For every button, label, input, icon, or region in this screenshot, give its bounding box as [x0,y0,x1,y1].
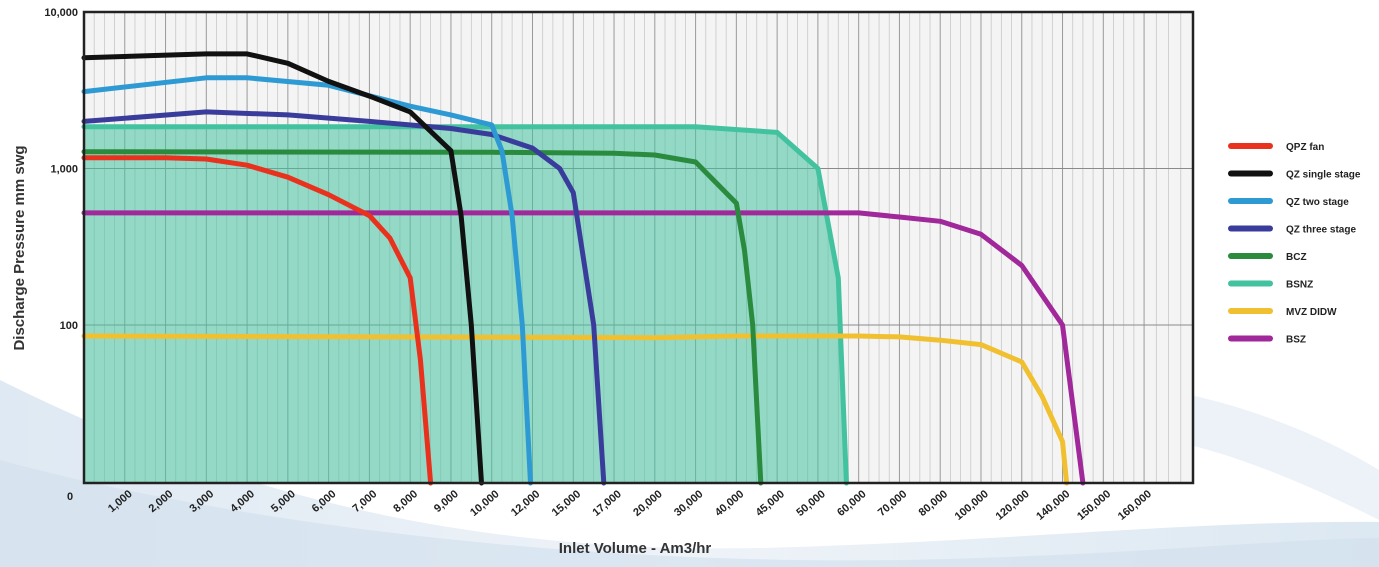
x-tick-label: 7,000 [351,488,380,515]
y-tick-label: 1,000 [50,164,78,176]
plot-frame [82,10,1195,485]
x-tick-label: 120,000 [994,488,1032,523]
x-tick-label: 5,000 [269,488,298,515]
x-tick-label: 6,000 [310,488,339,515]
series-line-bsz [81,210,1086,486]
x-tick-label: 60,000 [835,488,868,519]
legend-label: QPZ fan [1286,142,1324,153]
x-axis-title: Inlet Volume - Am3/hr [559,540,712,557]
y-axis-title: Discharge Pressure mm swg [11,145,28,350]
x-tick-label: 100,000 [953,488,991,523]
legend-label: QZ single stage [1286,170,1361,181]
series-layer [81,51,1086,486]
series-line-qz-single-stage [81,51,484,486]
series-line-mvz-didw [81,333,1070,486]
y-tick-label: 10,000 [44,7,78,19]
legend: QPZ fan QZ single stage QZ two stage QZ thr… [1228,142,1361,346]
x-tick-label: 3,000 [187,488,216,515]
x-tick-label: 2,000 [147,488,176,515]
x-tick-label: 140,000 [1034,488,1072,523]
x-tick-label: 12,000 [509,488,542,519]
x-tick-label: 10,000 [468,488,501,519]
series-line-qpz-fan [81,155,434,486]
x-tick-label: 20,000 [631,488,664,519]
x-tick-label: 8,000 [391,488,420,515]
x-tick-label: 160,000 [1116,488,1154,523]
x-tick-label: 80,000 [917,488,950,519]
series-line-bcz [81,149,764,486]
legend-label: QZ three stage [1286,225,1356,236]
series-line-qz-three-stage [81,109,607,486]
series-line-qz-two-stage [81,75,533,486]
y-axis-ticks: 10,000 1,000 100 [44,7,78,332]
x-tick-label: 15,000 [550,488,583,519]
series-area-bsnz [84,126,847,483]
x-axis-ticks: 0 1,000 2,000 3,000 4,000 5,000 6,000 7,000 8,00… [67,488,1154,523]
legend-label: BSZ [1286,335,1306,346]
x-tick-label: 40,000 [713,488,746,519]
y-tick-label: 100 [60,320,78,332]
x-tick-label: 150,000 [1075,488,1113,523]
x-tick-label: 45,000 [754,488,787,519]
x-tick-label: 70,000 [876,488,909,519]
x-tick-label: 9,000 [432,488,461,515]
x-tick-label: 4,000 [228,488,257,515]
x-tick-label-origin: 0 [67,491,73,503]
x-tick-label: 1,000 [106,488,135,515]
plot-border [82,10,1195,485]
x-tick-label: 30,000 [672,488,705,519]
legend-label: MVZ DIDW [1286,307,1337,318]
legend-label: BSNZ [1286,280,1313,291]
x-tick-label: 17,000 [590,488,623,519]
x-tick-label: 50,000 [794,488,827,519]
legend-label: QZ two stage [1286,197,1349,208]
legend-label: BCZ [1286,252,1307,263]
